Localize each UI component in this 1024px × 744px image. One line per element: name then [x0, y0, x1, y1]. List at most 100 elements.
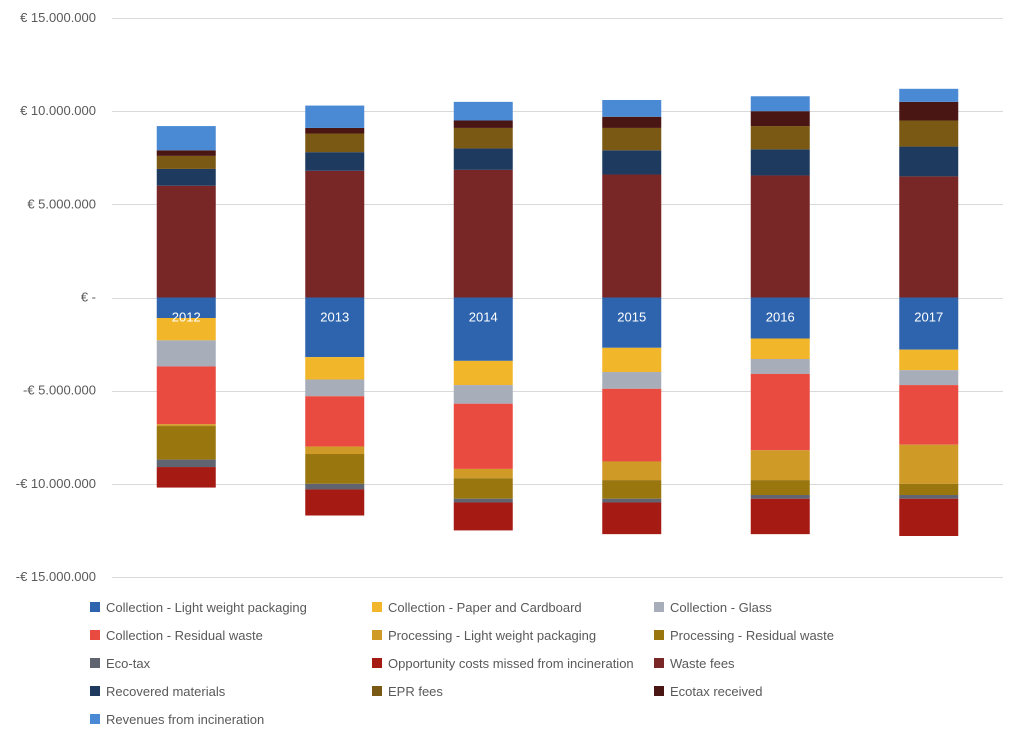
legend-item: Collection - Residual waste — [90, 626, 372, 644]
bar-segment — [899, 101, 959, 121]
legend-item: Collection - Paper and Cardboard — [372, 598, 654, 616]
legend-label: Ecotax received — [670, 683, 763, 699]
bar-segment — [750, 480, 810, 496]
bar-segment — [899, 146, 959, 177]
legend-swatch — [372, 686, 382, 696]
category-label: 2013 — [320, 310, 349, 325]
bar-segment — [305, 127, 365, 134]
legend-item: Waste fees — [654, 654, 954, 672]
bar-segment — [750, 96, 810, 112]
legend-label: Eco-tax — [106, 655, 151, 671]
bar-segment — [453, 478, 513, 499]
bar-segment — [453, 468, 513, 479]
bar-segment — [602, 127, 662, 151]
bar-segment — [453, 502, 513, 531]
bar-segment — [602, 480, 662, 499]
legend-item: EPR fees — [372, 682, 654, 700]
bar-segment — [750, 175, 810, 298]
y-tick-label: -€ 10.000.000 — [16, 476, 96, 491]
bar-segment — [602, 347, 662, 373]
bar-segment — [899, 349, 959, 371]
legend-swatch — [372, 630, 382, 640]
bar-segment — [305, 105, 365, 128]
bar-segment — [156, 150, 216, 156]
bar-segment — [899, 297, 959, 350]
bar-segment — [750, 498, 810, 535]
legend-label: Opportunity costs missed from incinerati… — [388, 655, 634, 671]
legend: Collection - Light weight packaging Colle… — [90, 598, 1010, 728]
bar-segment — [899, 483, 959, 496]
bar-segment — [156, 185, 216, 298]
legend-item: Revenues from incineration — [90, 710, 372, 728]
bar-segment — [899, 444, 959, 484]
bar-segment — [453, 120, 513, 128]
bar-segment — [899, 176, 959, 298]
bar-segment — [750, 495, 810, 499]
bar-segment — [156, 366, 216, 425]
legend-swatch — [90, 602, 100, 612]
bar-segment — [750, 111, 810, 127]
legend-item: Opportunity costs missed from incinerati… — [372, 654, 654, 672]
y-tick-label: -€ 15.000.000 — [16, 569, 96, 584]
bar-segment — [156, 340, 216, 367]
y-tick-label: -€ 5.000.000 — [23, 383, 96, 398]
category-labels: 2012 2013 2014 2015 2016 2017 — [172, 310, 943, 325]
bar-segment — [750, 338, 810, 359]
y-axis: € 15.000.000 € 10.000.000 € 5.000.000 € - -€… — [16, 10, 96, 584]
bar-segment — [156, 126, 216, 151]
bar-segment — [453, 385, 513, 404]
bar-segment — [602, 150, 662, 175]
legend-swatch — [654, 602, 664, 612]
bar-segment — [305, 489, 365, 516]
bar-segment — [899, 385, 959, 445]
bar-segment — [305, 396, 365, 447]
legend-label: Collection - Glass — [670, 599, 772, 615]
bar-segment — [750, 149, 810, 176]
legend-item: Processing - Light weight packaging — [372, 626, 654, 644]
category-label: 2015 — [617, 310, 646, 325]
bar-segment — [156, 424, 216, 427]
legend-swatch — [372, 658, 382, 668]
bar-segment — [899, 498, 959, 537]
legend-label: Collection - Residual waste — [106, 627, 263, 643]
bar-segment — [305, 133, 365, 153]
bar-segment — [750, 358, 810, 374]
bar-segment — [750, 126, 810, 150]
legend-label: Collection - Paper and Cardboard — [388, 599, 582, 615]
bar-segment — [453, 403, 513, 469]
category-label: 2017 — [914, 310, 943, 325]
bar-segment — [453, 169, 513, 298]
legend-label: Waste fees — [670, 655, 735, 671]
y-tick-label: € 10.000.000 — [20, 103, 96, 118]
bar-segment — [453, 297, 513, 361]
bar-segment — [602, 297, 662, 348]
legend-swatch — [372, 602, 382, 612]
bar-segment — [156, 467, 216, 488]
y-tick-label: € - — [81, 290, 96, 305]
bar-segment — [453, 360, 513, 386]
bar-segment — [305, 170, 365, 298]
legend-item: Processing - Residual waste — [654, 626, 954, 644]
bar-segment — [305, 297, 365, 358]
category-label: 2014 — [469, 310, 498, 325]
legend-label: Collection - Light weight packaging — [106, 599, 307, 615]
bar-segment — [602, 502, 662, 535]
bar-segment — [156, 426, 216, 460]
bar-segment — [305, 379, 365, 397]
bar-segment — [156, 297, 216, 318]
legend-item: Ecotax received — [654, 682, 954, 700]
bar-segment — [305, 152, 365, 171]
legend-item: Collection - Glass — [654, 598, 954, 616]
bar-segment — [602, 99, 662, 117]
bar-segment — [156, 155, 216, 169]
legend-label: EPR fees — [388, 683, 443, 699]
bar-segment — [305, 483, 365, 490]
bar-segment — [305, 357, 365, 380]
bar-segment — [602, 461, 662, 481]
legend-label: Revenues from incineration — [106, 711, 265, 727]
legend-swatch — [654, 658, 664, 668]
bars — [156, 88, 959, 537]
bar-segment — [453, 148, 513, 170]
category-label: 2016 — [766, 310, 795, 325]
legend-swatch — [90, 658, 100, 668]
